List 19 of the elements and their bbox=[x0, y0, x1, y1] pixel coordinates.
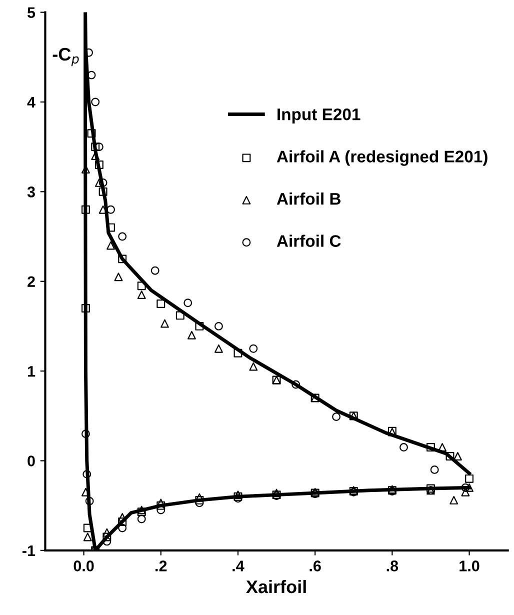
x-tick-label: .4 bbox=[232, 560, 244, 572]
legend-label: Airfoil B bbox=[276, 192, 341, 205]
y-tick-label: 3 bbox=[27, 186, 35, 198]
y-tick-label: 0 bbox=[28, 456, 35, 466]
y-tick-label: -1 bbox=[22, 545, 36, 556]
y-tick-label: 5 bbox=[27, 7, 36, 18]
y-tick-label: 1 bbox=[28, 366, 36, 377]
x-tick-label: .2 bbox=[156, 560, 167, 572]
x-tick-label: 0.0 bbox=[74, 560, 94, 572]
x-tick-label: .8 bbox=[386, 560, 398, 572]
x-tick-label: .6 bbox=[310, 560, 321, 572]
x-axis-title: Xairfoil bbox=[246, 580, 306, 594]
x-tick-label: 1.0 bbox=[460, 560, 480, 572]
y-tick-label: 4 bbox=[27, 97, 36, 108]
y-axis-title: -C$_{p}$ bbox=[52, 48, 79, 66]
legend-label: Input E201 bbox=[278, 108, 360, 124]
y-tick-label: 2 bbox=[28, 276, 35, 287]
legend-label: Airfoil A (redesigned E201) bbox=[276, 150, 488, 166]
legend-label: Airfoil C bbox=[276, 234, 341, 247]
